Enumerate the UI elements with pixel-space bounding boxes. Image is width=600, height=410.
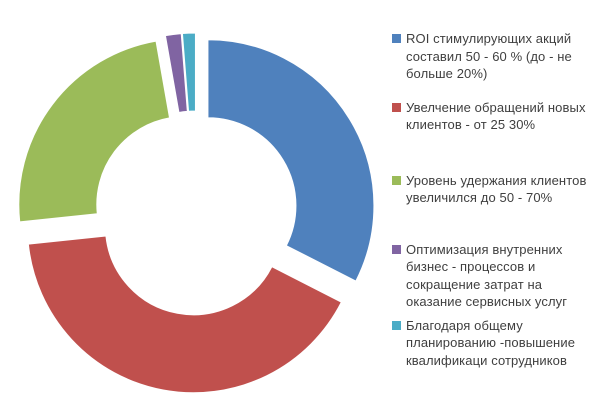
donut-segment-roi [207,39,375,282]
donut-segment-new-clients [27,235,343,394]
legend-item-retention: Уровень удержания клиентов увеличился до… [392,172,592,207]
legend-swatch-training [392,320,401,330]
donut-segment-retention [18,40,171,223]
chart-legend: ROI стимулирующих акций составил 50 - 60… [392,30,592,369]
legend-item-training: Благодаря общему планированию -повышение… [392,317,592,370]
donut-segment-training [181,32,196,112]
legend-swatch-optimization [392,244,401,254]
legend-label-training: Благодаря общему планированию -повышение… [406,317,576,368]
legend-swatch-new-clients [392,102,401,112]
legend-label-retention: Уровень удержания клиентов увеличился до… [406,172,587,206]
legend-item-new-clients: Увелчение обращений новых клиентов - от … [392,99,592,134]
legend-label-optimization: Оптимизация внутренних бизнес - процессо… [406,241,568,310]
legend-swatch-retention [392,175,401,185]
legend-swatch-roi [392,34,401,43]
legend-label-roi: ROI стимулирующих акций составил 50 - 60… [406,31,572,81]
legend-item-optimization: Оптимизация внутренних бизнес - процессо… [392,241,592,311]
legend-item-roi: ROI стимулирующих акций составил 50 - 60… [392,30,592,83]
legend-label-new-clients: Увелчение обращений новых клиентов - от … [406,99,586,133]
donut-segment-optimization [164,33,188,114]
